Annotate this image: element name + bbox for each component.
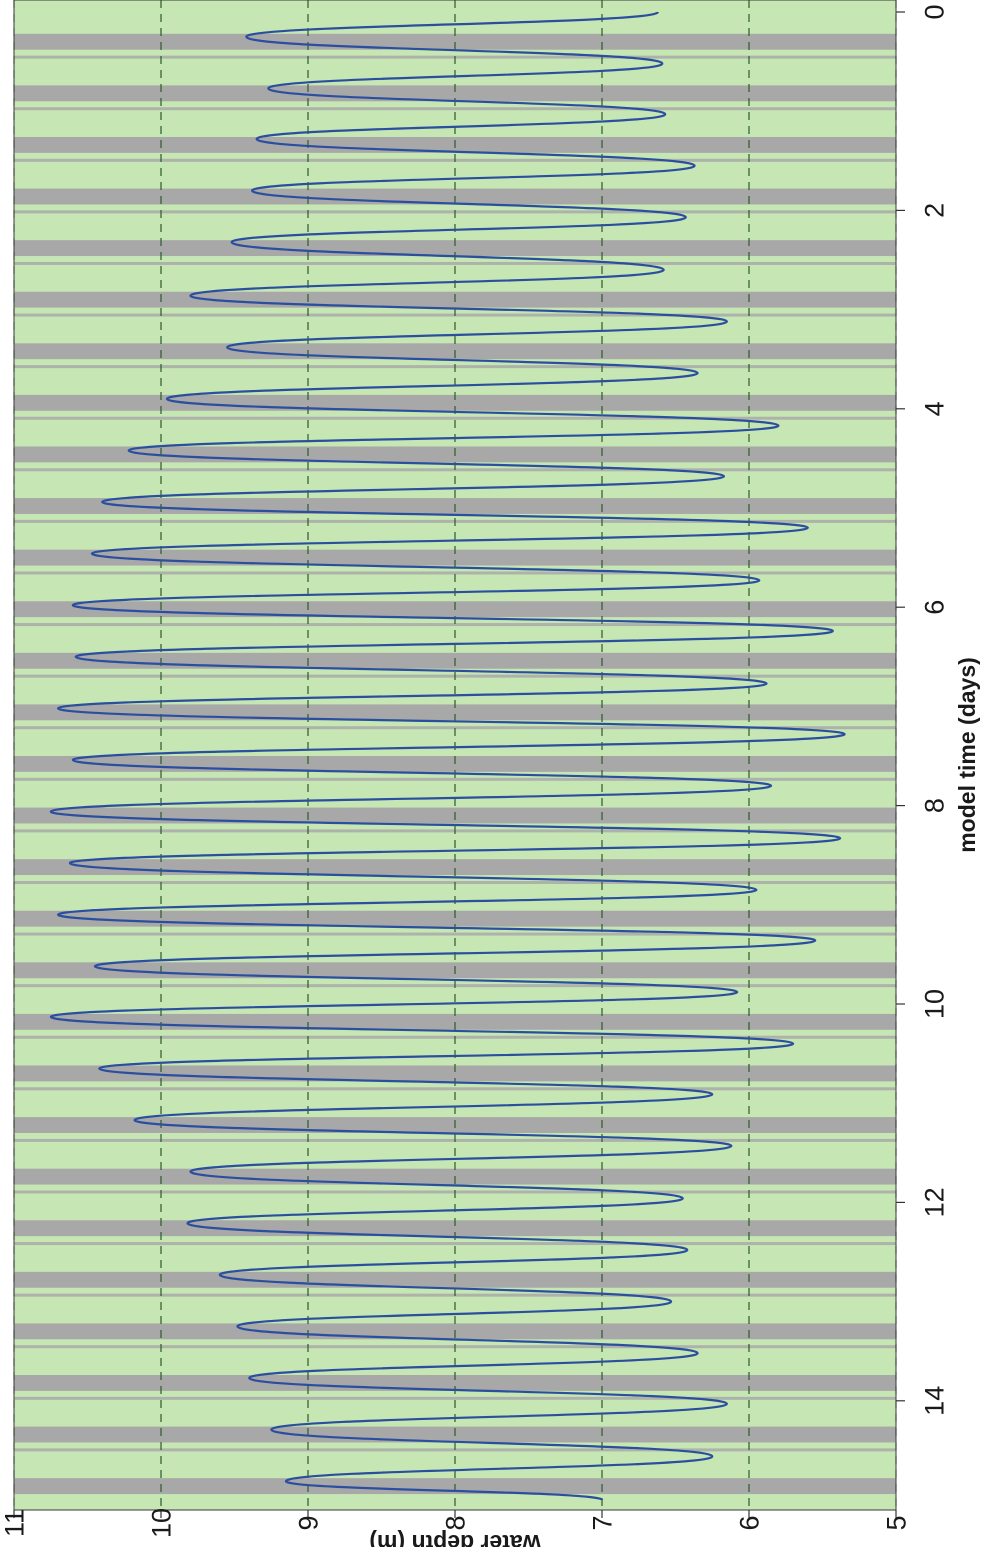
band-thin [14, 1087, 896, 1091]
band-thin [14, 777, 896, 781]
x-tick-label: 12 [919, 1187, 949, 1217]
band-dark [14, 549, 896, 566]
y-tick-label: 5 [881, 1515, 911, 1530]
y-axis-title: water depth (m) [369, 1530, 541, 1547]
band-dark [14, 33, 896, 50]
band-dark [14, 1375, 896, 1391]
x-tick-label: 8 [919, 798, 949, 813]
band-thin [14, 1396, 896, 1400]
series-line [49, 10, 846, 1502]
band-dark [14, 85, 896, 102]
x-tick-label: 14 [919, 1386, 949, 1416]
band-thin [14, 726, 896, 730]
series-group [49, 10, 846, 1502]
x-tick-label: 2 [919, 203, 949, 218]
y-tick-label: 7 [587, 1515, 617, 1530]
band-dark [14, 859, 896, 876]
x-tick-label: 6 [919, 600, 949, 615]
band-thin [14, 623, 896, 627]
x-tick-label: 0 [919, 4, 949, 19]
band-dark [14, 910, 896, 927]
x-axis-ticks: 0 2 4 6 8 10 12 14 [896, 4, 949, 1416]
band-thin [14, 261, 896, 265]
band-thin [14, 571, 896, 575]
band-thin [14, 416, 896, 420]
band-thin [14, 107, 896, 111]
x-tick-label: 4 [919, 401, 949, 416]
y-tick-label: 6 [734, 1515, 764, 1530]
y-tick-label: 11 [0, 1509, 29, 1537]
x-axis-title: model time (days) [954, 657, 980, 853]
y-tick-label: 8 [440, 1515, 470, 1530]
y-tick-label: 9 [293, 1515, 323, 1530]
band-dark [14, 1220, 896, 1237]
y-axis-ticks: 5 6 7 8 9 10 11 [0, 1508, 911, 1538]
x-tick-label: 10 [919, 989, 949, 1019]
band-thin [14, 932, 896, 936]
band-thin [14, 1242, 896, 1246]
y-tick-label: 10 [146, 1508, 176, 1538]
